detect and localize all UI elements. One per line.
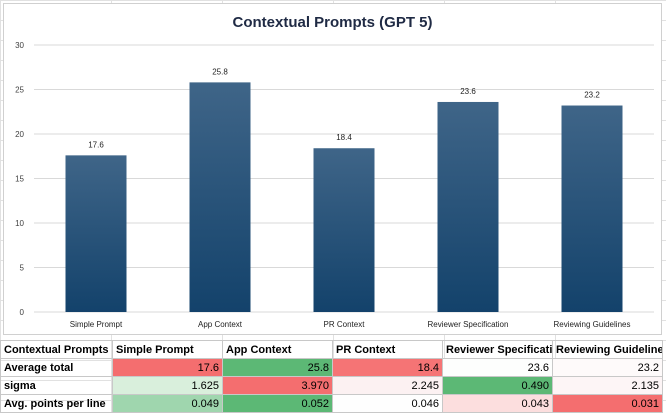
value-cell[interactable]: 25.8 — [222, 358, 333, 377]
data-label: 25.8 — [212, 67, 228, 76]
row-label[interactable]: Average total — [0, 358, 113, 377]
data-label: 23.2 — [584, 91, 600, 100]
stats-table: Contextual Prompts Simple Prompt App Conte… — [0, 340, 663, 413]
value-cell[interactable]: 23.6 — [442, 358, 553, 377]
header-cell[interactable]: Contextual Prompts — [0, 340, 113, 359]
y-tick-label: 10 — [15, 219, 24, 228]
chart-title: Contextual Prompts (GPT 5) — [232, 14, 433, 31]
value-cell[interactable]: 2.245 — [332, 376, 443, 395]
value-cell[interactable]: 17.6 — [112, 358, 223, 377]
header-cell[interactable]: App Context — [222, 340, 333, 359]
bar[interactable] — [313, 148, 375, 312]
table-header-row: Contextual Prompts Simple Prompt App Conte… — [0, 340, 663, 359]
header-cell[interactable]: Reviewer Specificatio — [442, 340, 553, 359]
value-cell[interactable]: 0.490 — [442, 376, 553, 395]
bar[interactable] — [65, 155, 127, 312]
value-cell[interactable]: 0.052 — [222, 394, 333, 413]
data-label: 23.6 — [460, 87, 476, 96]
bar-chart: 0 5 10 15 20 25 30 17.6 25.8 18.4 23.6 23.2 Simple… — [15, 41, 654, 329]
table-row: Average total 17.6 25.8 18.4 23.6 23.2 — [0, 358, 663, 377]
data-label: 17.6 — [88, 140, 104, 149]
value-cell[interactable]: 0.031 — [552, 394, 663, 413]
y-tick-label: 5 — [20, 264, 25, 273]
bar[interactable] — [437, 101, 499, 313]
header-cell[interactable]: PR Context — [332, 340, 443, 359]
value-cell[interactable]: 3.970 — [222, 376, 333, 395]
table-row: Avg. points per line 0.049 0.052 0.046 0.043… — [0, 394, 663, 413]
y-tick-label: 0 — [20, 308, 25, 317]
row-label[interactable]: sigma — [0, 376, 113, 395]
table-row: sigma 1.625 3.970 2.245 0.490 2.135 — [0, 376, 663, 395]
value-cell[interactable]: 2.135 — [552, 376, 663, 395]
header-cell[interactable]: Reviewing Guidelines — [552, 340, 663, 359]
x-category-label: Reviewing Guidelines — [554, 320, 631, 329]
x-category-label: Reviewer Specification — [428, 320, 509, 329]
y-tick-label: 30 — [15, 41, 24, 50]
bar[interactable] — [561, 105, 623, 313]
y-tick-label: 25 — [15, 86, 24, 95]
y-tick-label: 15 — [15, 175, 24, 184]
bar[interactable] — [189, 82, 251, 312]
x-category-label: Simple Prompt — [70, 320, 123, 329]
value-cell[interactable]: 1.625 — [112, 376, 223, 395]
chart-area[interactable]: Contextual Prompts (GPT 5) 0 5 10 15 20 25 30 … — [3, 3, 662, 335]
value-cell[interactable]: 18.4 — [332, 358, 443, 377]
header-cell[interactable]: Simple Prompt — [112, 340, 223, 359]
value-cell[interactable]: 0.046 — [332, 394, 443, 413]
data-label: 18.4 — [336, 133, 352, 142]
value-cell[interactable]: 23.2 — [552, 358, 663, 377]
y-tick-label: 20 — [15, 130, 24, 139]
row-label[interactable]: Avg. points per line — [0, 394, 113, 413]
value-cell[interactable]: 0.043 — [442, 394, 553, 413]
value-cell[interactable]: 0.049 — [112, 394, 223, 413]
x-category-label: App Context — [198, 320, 243, 329]
x-category-label: PR Context — [324, 320, 366, 329]
